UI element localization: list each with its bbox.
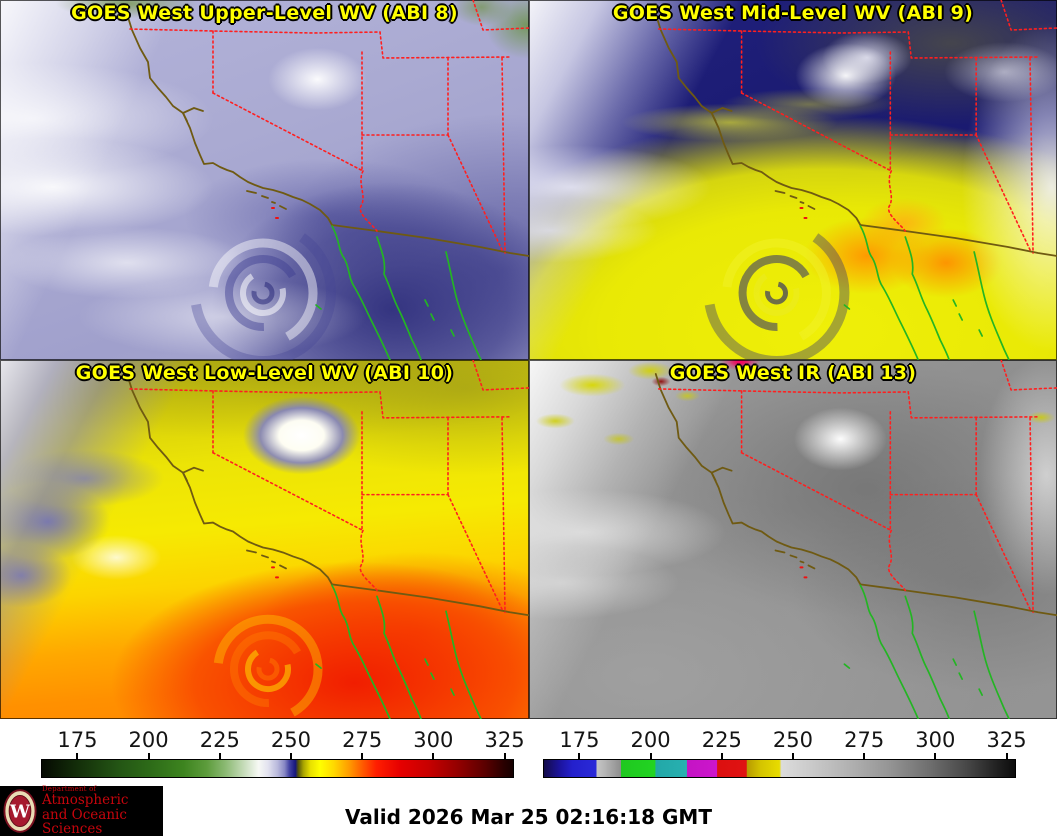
panel-grid: GOES West Upper-Level WV (ABI 8) GOES We… <box>0 0 1057 719</box>
map-overlay <box>126 360 529 719</box>
tick-label: 300 <box>413 728 454 752</box>
tick-label: 275 <box>342 728 383 752</box>
map-overlay <box>654 360 1057 719</box>
tick-label: 225 <box>199 728 240 752</box>
colorbar-ir-ticks <box>543 752 1016 759</box>
storm-spiral-graphic <box>703 220 850 360</box>
colorbar-wv-labels: 175 200 225 250 275 300 325 <box>41 728 524 752</box>
tick-label: 250 <box>270 728 312 752</box>
logo-dept-line: Department of <box>42 785 97 794</box>
colorbar-ir-labels: 175 200 225 250 275 300 325 <box>543 728 1026 752</box>
uw-aos-logo-text: Department of Atmospheric and Oceanic Sc… <box>42 785 163 836</box>
panel-mid-level-wv: GOES West Mid-Level WV (ABI 9) <box>529 0 1057 360</box>
tick-label: 325 <box>484 728 525 752</box>
tick-label: 325 <box>986 728 1027 752</box>
map-overlay <box>654 0 1057 360</box>
panel-title-abi13: GOES West IR (ABI 13) <box>669 362 917 384</box>
colorbar-wv-ticks <box>41 752 514 759</box>
uw-crest-icon: W <box>3 789 37 833</box>
logo-line-oceanic: and Oceanic Sciences <box>42 806 127 836</box>
tick-label: 225 <box>701 728 742 752</box>
tick-label: 200 <box>630 728 671 752</box>
colorbar-wv-gradient <box>41 759 514 778</box>
tick-label: 175 <box>559 728 600 752</box>
panel-low-level-wv: GOES West Low-Level WV (ABI 10) <box>0 360 529 719</box>
tick-label: 175 <box>57 728 98 752</box>
uw-aos-logo: W Department of Atmospheric and Oceanic … <box>0 785 163 836</box>
panel-ir: GOES West IR (ABI 13) <box>529 360 1057 719</box>
svg-text:W: W <box>9 802 31 823</box>
logo-line-atmospheric: Atmospheric <box>42 792 129 809</box>
panel-upper-level-wv: GOES West Upper-Level WV (ABI 8) <box>0 0 529 360</box>
colorbar-wv: 175 200 225 250 275 300 325 <box>41 728 525 778</box>
panel-title-abi8: GOES West Upper-Level WV (ABI 8) <box>71 2 458 24</box>
map-overlay <box>126 0 529 360</box>
panel-title-abi10: GOES West Low-Level WV (ABI 10) <box>75 362 454 384</box>
tick-label: 200 <box>128 728 169 752</box>
tick-label: 300 <box>915 728 956 752</box>
valid-timestamp: Valid 2026 Mar 25 02:16:18 GMT <box>345 805 712 829</box>
panel-title-abi9: GOES West Mid-Level WV (ABI 9) <box>612 2 974 24</box>
tick-label: 275 <box>844 728 885 752</box>
storm-spiral-graphic <box>213 614 323 719</box>
colorbar-ir: 175 200 225 250 275 300 325 <box>543 728 1027 778</box>
storm-spiral-graphic <box>190 220 336 360</box>
colorbar-ir-gradient <box>543 759 1016 778</box>
tick-label: 250 <box>772 728 814 752</box>
